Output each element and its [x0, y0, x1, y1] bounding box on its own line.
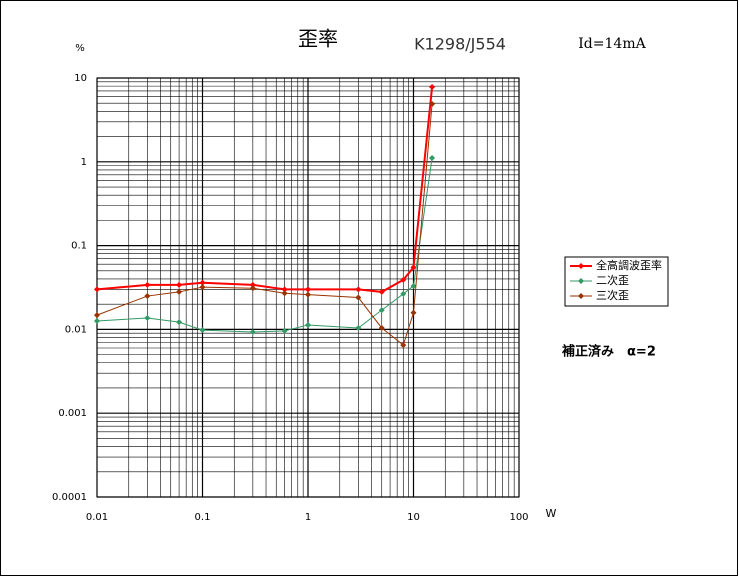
- data-point: [176, 319, 183, 326]
- data-point: [281, 327, 288, 334]
- subtitle: K1298/J554: [414, 35, 506, 54]
- data-point: [400, 290, 407, 297]
- data-point: [400, 276, 407, 283]
- data-point: [94, 286, 100, 293]
- data-point: [199, 284, 206, 291]
- series-line: [96, 157, 433, 333]
- data-point: [378, 307, 385, 314]
- data-point: [199, 327, 206, 334]
- legend-label: 三次歪: [596, 288, 629, 302]
- data-point: [305, 291, 311, 298]
- data-point: [94, 317, 100, 324]
- data-point: [378, 288, 385, 295]
- y-tick-label: 0.01: [65, 324, 87, 335]
- series-line: [96, 103, 433, 346]
- data-point: [305, 321, 311, 328]
- y-tick-label: 10: [74, 73, 87, 84]
- data-point: [281, 290, 288, 297]
- x-tick-label: 100: [509, 512, 528, 523]
- data-point: [281, 286, 288, 293]
- y-tick-label: 1: [81, 157, 87, 168]
- data-point: [355, 286, 362, 293]
- data-point: [176, 281, 183, 288]
- data-point: [429, 100, 436, 107]
- data-point: [249, 285, 256, 292]
- data-point: [305, 286, 311, 293]
- legend-label: 全高調波歪率: [596, 258, 662, 272]
- data-point: [410, 309, 417, 316]
- legend-marker: [578, 293, 584, 299]
- data-point: [410, 282, 417, 289]
- x-axis-label: W: [546, 507, 557, 520]
- data-point: [199, 279, 206, 286]
- x-tick-label: 0.01: [86, 512, 108, 523]
- data-point: [144, 314, 151, 321]
- data-point: [249, 329, 256, 336]
- y-tick-label: 0.001: [58, 408, 87, 419]
- y-tick-label: 0.1: [71, 241, 87, 252]
- x-tick-label: 10: [407, 512, 420, 523]
- legend-marker: [578, 263, 584, 269]
- series-line: [96, 86, 434, 293]
- data-point: [429, 84, 436, 91]
- data-point: [94, 312, 100, 319]
- chart-title: 歪率: [298, 27, 338, 51]
- data-point: [429, 155, 436, 162]
- annotation: 補正済み α=2: [561, 344, 656, 360]
- y-axis-label: %: [75, 43, 85, 54]
- legend-label: 二次歪: [596, 273, 629, 287]
- data-point: [144, 293, 151, 300]
- data-point: [378, 324, 385, 331]
- data-point: [355, 324, 362, 331]
- legend-marker: [578, 278, 584, 284]
- data-point: [144, 281, 151, 288]
- x-tick-label: 0.1: [195, 512, 211, 523]
- data-point: [249, 281, 256, 288]
- annotation: Id=14mA: [578, 36, 646, 52]
- x-tick-label: 1: [305, 512, 311, 523]
- data-point: [355, 294, 362, 301]
- data-point: [410, 264, 417, 271]
- data-point: [176, 288, 183, 295]
- data-point: [400, 342, 407, 349]
- y-tick-label: 0.0001: [52, 492, 87, 503]
